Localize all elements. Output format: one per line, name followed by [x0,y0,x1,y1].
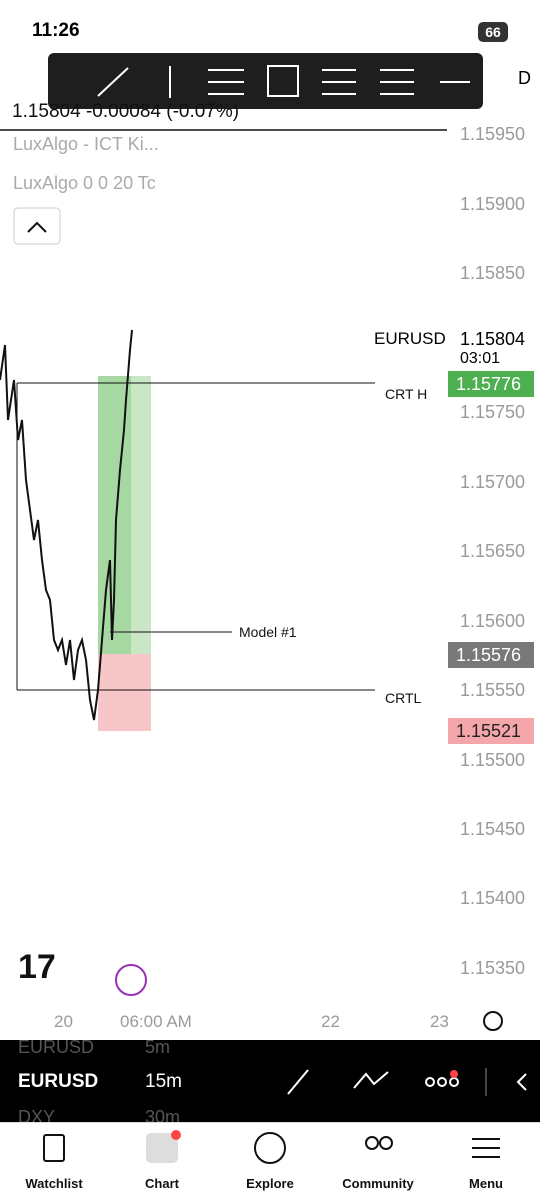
interval[interactable]: 15m [145,1071,182,1092]
annotation: CRT H [385,386,428,402]
chart-area: 17 [0,53,503,1031]
symbol-row[interactable]: EURUSD [18,1040,95,1057]
nav-item[interactable]: Community [342,1176,414,1191]
time-label: 22 [321,1012,340,1031]
symbol-row[interactable]: EURUSD [18,1071,99,1092]
toolbar-icons [287,1068,527,1096]
time-label: 20 [54,1012,73,1031]
svg-text:17: 17 [18,948,56,986]
nav-item[interactable]: Chart [145,1176,179,1191]
symbol: EURUSD [374,329,446,348]
interval[interactable]: 5m [145,1040,171,1057]
battery: 66 [478,22,508,42]
last-price: 1.15804 [460,329,526,349]
price-label: 1.15600 [460,611,526,631]
nav-icons [43,1130,500,1164]
price-label: 1.15550 [460,680,526,700]
price-label: 1.15700 [460,472,526,492]
price-badge: 1.15576 [448,642,534,668]
price-label: 1.15950 [460,124,526,144]
price-label: 1.15500 [460,750,526,770]
quote: 1.15804 -0.00084 (-0.07%) [12,101,240,122]
annotation: Model #1 [239,624,297,640]
bottom-nav [0,1122,540,1200]
timeframe[interactable]: D [518,68,531,88]
nav-item[interactable]: Watchlist [25,1176,83,1191]
price-label: 1.15650 [460,541,526,561]
price-label: 1.15450 [460,819,526,839]
indicator[interactable]: LuxAlgo 0 0 20 Tc [13,173,156,193]
price-label: 1.15350 [460,958,526,978]
nav-item[interactable]: Explore [246,1176,294,1191]
annotation: CRTL [385,690,422,706]
symbol-bar: EURUSD 5m EURUSD 15m DXY 30m [0,1040,540,1122]
time-label: 06:00 AM [120,1012,192,1031]
symbol-row[interactable]: DXY [18,1107,56,1122]
time-label: 23 [430,1012,449,1031]
nav-item[interactable]: Menu [469,1176,503,1191]
price-label: 1.15750 [460,402,526,422]
price-label: 1.15900 [460,194,526,214]
status-time: 11:26 [32,20,80,41]
price-label: 1.15850 [460,263,526,283]
countdown: 03:01 [460,350,501,367]
price-badge: 1.15521 [448,718,534,744]
interval[interactable]: 30m [145,1107,181,1122]
price-badge: 1.15776 [448,371,534,397]
price-label: 1.15400 [460,888,526,908]
indicator[interactable]: LuxAlgo - ICT Ki... [13,134,159,154]
